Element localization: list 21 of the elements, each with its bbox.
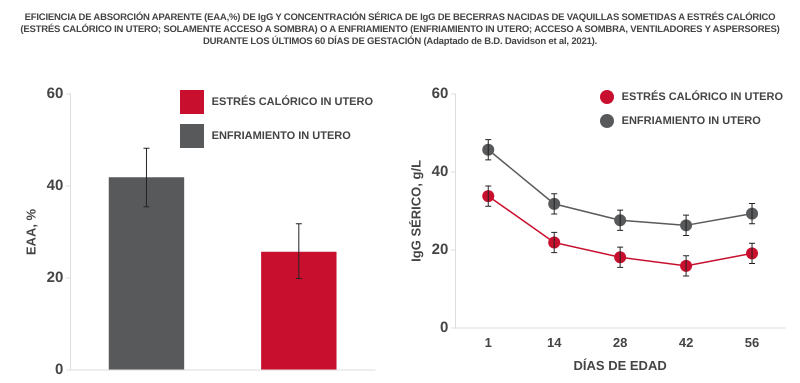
legend-label: ESTRÉS CALÓRICO IN UTERO (212, 96, 373, 108)
x-tick-label: 56 (744, 335, 760, 350)
x-tick-label: 28 (612, 335, 628, 350)
y-tick-label: 40 (432, 163, 448, 180)
legend-label: ESTRÉS CALÓRICO IN UTERO (622, 91, 783, 103)
y-tick-label: 20 (46, 269, 64, 286)
y-tick-label: 0 (54, 361, 64, 378)
x-axis-title: DÍAS DE EDAD (574, 358, 667, 373)
text: EFICIENCIA DE ABSORCIÓN APARENTE (EAA,%) DE IgG Y CONCENTRACIÓN SÉRICA DE IgG DE BECERRAS NACIDAS DE VAQUILLAS SOMETIDAS A ESTRÉS CALÓRICO (ESTRÉS CALÓRICO IN UTERO; SOLAMENTE ACCESO A SOMBRA) O A ENFRIAMIENTO (ENFRIAMIENTO IN UTERO; ACCESO A SOMBRA, VENTILADORES Y ASPERSORES) DURANTE LOS ÚLTIMOS 60 DÍAS DE GESTACIÓN (Adaptado de B.D. Davidson et al, 2021). (20, 12, 780, 48)
x-tick-label: 14 (546, 335, 562, 350)
y-tick-label: 60 (432, 85, 448, 102)
legend-label: ENFRIAMIENTO IN UTERO (622, 115, 761, 127)
y-tick-label: 0 (440, 318, 448, 336)
legend-label: ENFRIAMIENTO IN UTERO (212, 130, 351, 142)
y-axis-title: EAA, % (23, 208, 38, 256)
y-tick-label: 20 (432, 241, 448, 258)
y-axis-title: IgG SÉRICO, g/L (408, 160, 424, 262)
y-tick-label: 40 (46, 177, 64, 194)
x-tick-label: 42 (678, 335, 694, 350)
y-tick-label: 60 (46, 85, 64, 102)
x-tick-label: 1 (484, 335, 492, 350)
